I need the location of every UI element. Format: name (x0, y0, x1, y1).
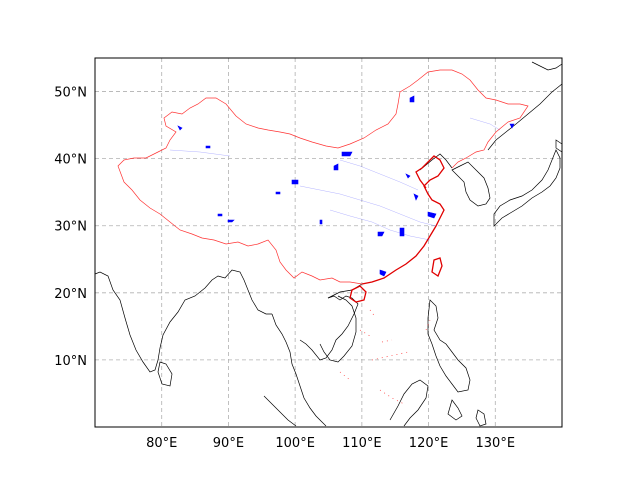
y-tick-labels: 10°N 20°N 30°N 40°N 50°N (54, 86, 87, 369)
map-frame (94, 57, 563, 428)
china-land-border (117, 69, 529, 285)
lake (319, 219, 323, 225)
x-tick-label: 80°E (146, 436, 177, 451)
water-bodies (177, 95, 515, 277)
x-tick-label: 110°E (342, 436, 382, 451)
lake (205, 145, 211, 149)
lake (333, 163, 339, 171)
south-china-sea-islands (339, 309, 431, 405)
east-china-coastline (361, 155, 445, 285)
lake (409, 95, 415, 103)
x-tick-label: 120°E (409, 436, 449, 451)
borneo-coastline (389, 379, 429, 427)
y-tick-label: 20°N (54, 287, 87, 302)
taiwan-coastline (431, 257, 443, 277)
india-coastline (94, 269, 272, 373)
lake (275, 191, 281, 195)
korea-coastline (451, 161, 491, 207)
lake (227, 219, 235, 223)
lake (509, 123, 515, 129)
y-tick-label: 30°N (54, 220, 87, 235)
lake (341, 151, 353, 157)
russia-far-east-coastline (487, 83, 563, 151)
river (469, 117, 501, 131)
lake (377, 231, 385, 237)
lake (177, 125, 183, 131)
rivers (169, 117, 501, 241)
river (299, 185, 437, 227)
lake (405, 173, 411, 179)
gridlines (95, 58, 562, 427)
river (339, 159, 419, 191)
river (329, 209, 431, 241)
vietnam-coastline (319, 295, 357, 363)
lake (427, 211, 437, 219)
japan-coastline (493, 149, 561, 227)
philippines-coastline (427, 299, 471, 393)
y-tick-label: 50°N (54, 86, 87, 101)
x-tick-labels: 80°E 90°E 100°E 110°E 120°E 130°E (146, 436, 515, 451)
china-coastline (349, 155, 445, 303)
lake (413, 193, 419, 201)
x-tick-label: 130°E (476, 436, 516, 451)
sumatra-coastline (263, 395, 297, 427)
lake (399, 227, 405, 237)
southeast-asia-coastline (271, 295, 359, 427)
river (169, 149, 231, 157)
lake (217, 213, 223, 217)
north-china-coastline (419, 153, 453, 171)
sri-lanka-coastline (157, 361, 173, 387)
x-tick-label: 90°E (213, 436, 244, 451)
y-tick-label: 10°N (54, 354, 87, 369)
lake (379, 269, 387, 277)
y-tick-label: 40°N (54, 153, 87, 168)
map-background (95, 58, 562, 427)
x-tick-label: 100°E (275, 436, 315, 451)
hainan-coastline (349, 285, 367, 303)
philippines-islands (447, 399, 487, 427)
china-border (117, 69, 529, 405)
sakhalin-coastline (531, 61, 563, 71)
lake (291, 179, 299, 185)
